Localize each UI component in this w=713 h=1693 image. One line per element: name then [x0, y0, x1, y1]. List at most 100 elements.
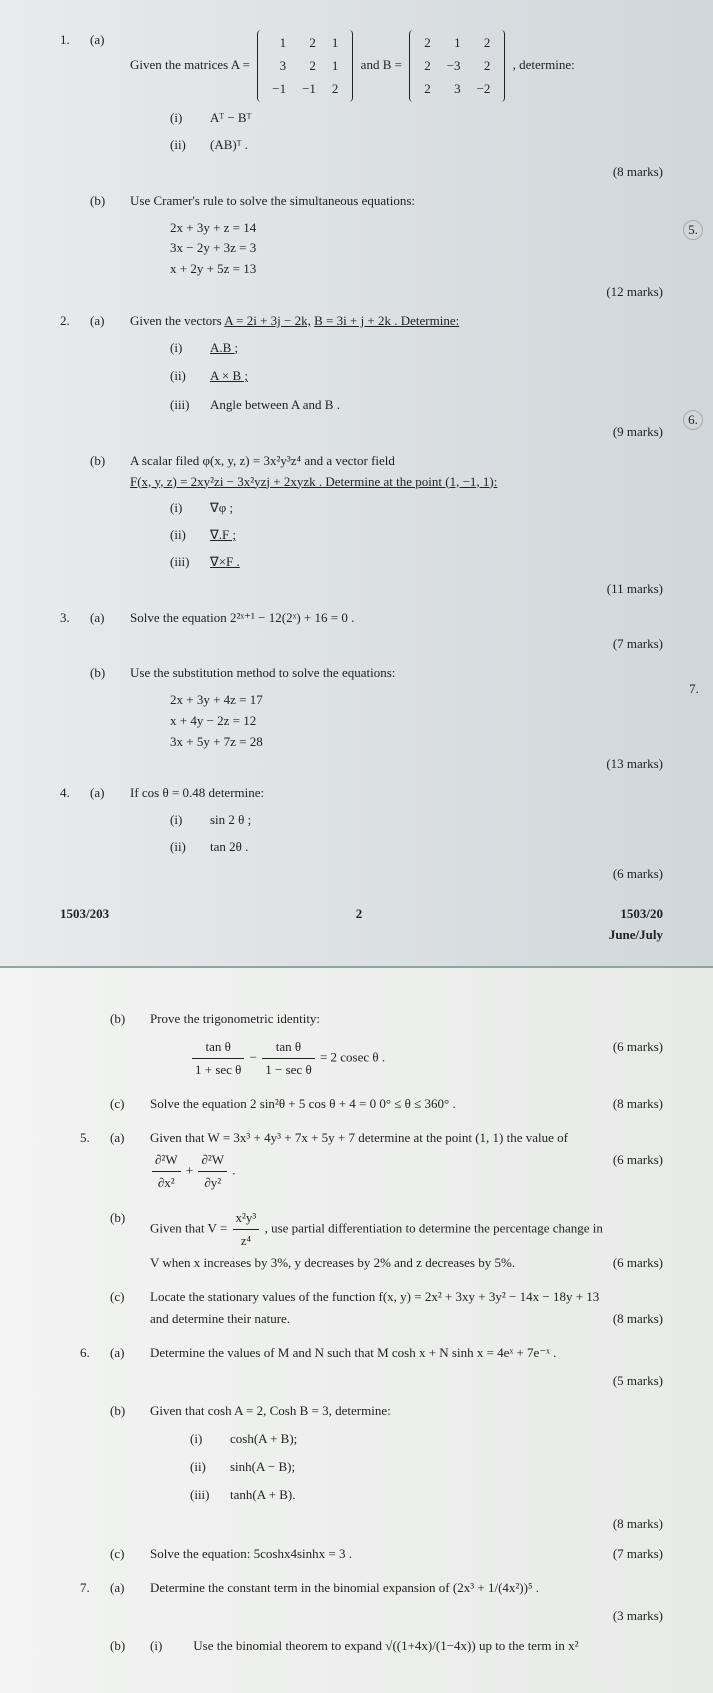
exam-page-1: 5. 6. 7. 1. (a) Given the matrices A = 1… [0, 0, 713, 968]
marks: (9 marks) [60, 422, 663, 443]
part-label: (b) [110, 1207, 150, 1229]
sub-text: ∇φ ; [210, 498, 233, 519]
q-num: 6. [80, 1342, 110, 1364]
q4a-subs: (i)sin 2 θ ; (ii)tan 2θ . [60, 810, 663, 858]
q-text: Use the substitution method to solve the… [130, 663, 663, 684]
sub-label: (i) [170, 338, 210, 359]
eq: 3x + 5y + 7z = 28 [170, 732, 663, 753]
intro-text: Given the matrices [130, 57, 231, 72]
q-text: If cos θ = 0.48 determine: [130, 783, 663, 804]
question-7b: (b) (i) Use the binomial theorem to expa… [80, 1635, 663, 1657]
part-label: (a) [90, 311, 130, 332]
side-ref-5: 5. [683, 220, 703, 240]
part-label: (a) [90, 783, 130, 804]
footer-left: 1503/203 [60, 904, 109, 946]
q-num: 7. [80, 1577, 110, 1599]
footer-right: 1503/20 [620, 906, 663, 921]
sub-text: A × B ; [210, 366, 248, 387]
sub-text: ∇.F ; [210, 525, 236, 546]
part-label: (a) [90, 30, 130, 51]
sub-label: (i) [150, 1635, 190, 1657]
marks: (3 marks) [80, 1605, 663, 1627]
q4b-identity: tan θ1 + sec θ − tan θ1 − sec θ = 2 cose… [80, 1036, 663, 1081]
marks: (13 marks) [60, 754, 663, 775]
part-label: (a) [110, 1577, 150, 1599]
dot: . [232, 1163, 235, 1178]
part-label: (b) [110, 1400, 150, 1422]
part-label: (a) [110, 1127, 150, 1149]
marks: (8 marks) [80, 1513, 663, 1535]
text-pre: Given that V = [150, 1220, 231, 1235]
footer-right2: June/July [609, 927, 663, 942]
partial-2: ∂²W∂y² [198, 1149, 227, 1194]
question-6a: 6. (a) Determine the values of M and N s… [80, 1342, 663, 1364]
eq: x + 4y − 2z = 12 [170, 711, 663, 732]
question-5a: 5. (a) Given that W = 3x³ + 4y³ + 7x + 5… [80, 1127, 663, 1194]
text-pre: Given the vectors [130, 313, 224, 328]
q-text: Solve the equation 2 sin²θ + 5 cos θ + 4… [150, 1093, 593, 1115]
sub-text: A.B ; [210, 338, 238, 359]
marks: (6 marks) [613, 1252, 663, 1274]
frac-1: tan θ1 + sec θ [192, 1036, 244, 1081]
line2: V when x increases by 3%, y decreases by… [150, 1255, 515, 1270]
sub-label: (i) [170, 498, 210, 519]
sub-text: sinh(A − B); [230, 1456, 295, 1478]
question-4c: (c) Solve the equation 2 sin²θ + 5 cos θ… [80, 1093, 663, 1115]
q-text: Use Cramer's rule to solve the simultane… [130, 191, 663, 212]
marks: (8 marks) [613, 1308, 663, 1330]
marks: (6 marks) [613, 1149, 663, 1171]
question-7a: 7. (a) Determine the constant term in th… [80, 1577, 663, 1599]
q-num: 1. [60, 30, 90, 51]
line1: A scalar filed φ(x, y, z) = 3x²y³z⁴ and … [130, 451, 663, 472]
sub-label: (i) [170, 108, 210, 129]
sub-text: Angle between A and B . [210, 395, 340, 416]
part-label: (a) [110, 1342, 150, 1364]
sub-text: ∇×F . [210, 552, 240, 573]
question-2b: (b) A scalar filed φ(x, y, z) = 3x²y³z⁴ … [60, 451, 663, 493]
marks: (12 marks) [60, 282, 663, 303]
part-label: (b) [90, 663, 130, 684]
line1: Locate the stationary values of the func… [150, 1286, 663, 1308]
sub-text: Use the binomial theorem to expand √((1+… [193, 1638, 578, 1653]
A-label: A = [231, 57, 250, 72]
marks: (6 marks) [60, 864, 663, 885]
q-body: Given that W = 3x³ + 4y³ + 7x + 5y + 7 d… [150, 1127, 663, 1194]
sub-label: (ii) [170, 366, 210, 387]
q-body: Given that V = x²y³z⁴ , use partial diff… [150, 1207, 663, 1274]
marks: (8 marks) [60, 162, 663, 183]
question-4b: (b) Prove the trigonometric identity: [80, 1008, 663, 1030]
q-text: Given that cosh A = 2, Cosh B = 3, deter… [150, 1400, 663, 1422]
marks: (7 marks) [60, 634, 663, 655]
q-num: 4. [60, 783, 90, 804]
q-body: Locate the stationary values of the func… [150, 1286, 663, 1330]
eq: 3x − 2y + 3z = 3 [170, 238, 663, 259]
sub-label: (iii) [170, 395, 210, 416]
part-label: (a) [90, 608, 130, 629]
marks: (8 marks) [593, 1093, 663, 1115]
question-1a: 1. (a) Given the matrices A = 121 321 −1… [60, 30, 663, 102]
text-post: , use partial differentiation to determi… [265, 1220, 603, 1235]
sub-label: (ii) [170, 837, 210, 858]
q1a-subs: (i)Aᵀ − Bᵀ (ii)(AB)ᵀ . [60, 108, 663, 156]
line2: and determine their nature. [150, 1311, 290, 1326]
q-body: A scalar filed φ(x, y, z) = 3x²y³z⁴ and … [130, 451, 663, 493]
and-text: and [361, 57, 383, 72]
sub-label: (i) [190, 1428, 230, 1450]
sub-text: tan 2θ . [210, 837, 248, 858]
q-text: Solve the equation: 5coshx4sinhx = 3 . [150, 1543, 593, 1565]
sub-text: cosh(A + B); [230, 1428, 297, 1450]
matrix-A: 121 321 −1−12 [257, 30, 353, 102]
text: Given that W = 3x³ + 4y³ + 7x + 5y + 7 d… [150, 1130, 568, 1145]
q3b-equations: 2x + 3y + 4z = 17 x + 4y − 2z = 12 3x + … [60, 690, 663, 752]
sub-label: (i) [170, 810, 210, 831]
question-5b: (b) Given that V = x²y³z⁴ , use partial … [80, 1207, 663, 1274]
partial-1: ∂²W∂x² [152, 1149, 181, 1194]
vec-B: B = 3i + j + 2k . Determine: [314, 313, 459, 328]
part-label: (c) [110, 1093, 150, 1115]
sub-label: (iii) [190, 1484, 230, 1506]
eq: x + 2y + 5z = 13 [170, 259, 663, 280]
sub-text: sin 2 θ ; [210, 810, 251, 831]
q-text: Determine the values of M and N such tha… [150, 1342, 663, 1364]
question-3a: 3. (a) Solve the equation 2²ˣ⁺¹ − 12(2ˣ)… [60, 608, 663, 629]
q-body: Given the matrices A = 121 321 −1−12 and… [130, 30, 663, 102]
